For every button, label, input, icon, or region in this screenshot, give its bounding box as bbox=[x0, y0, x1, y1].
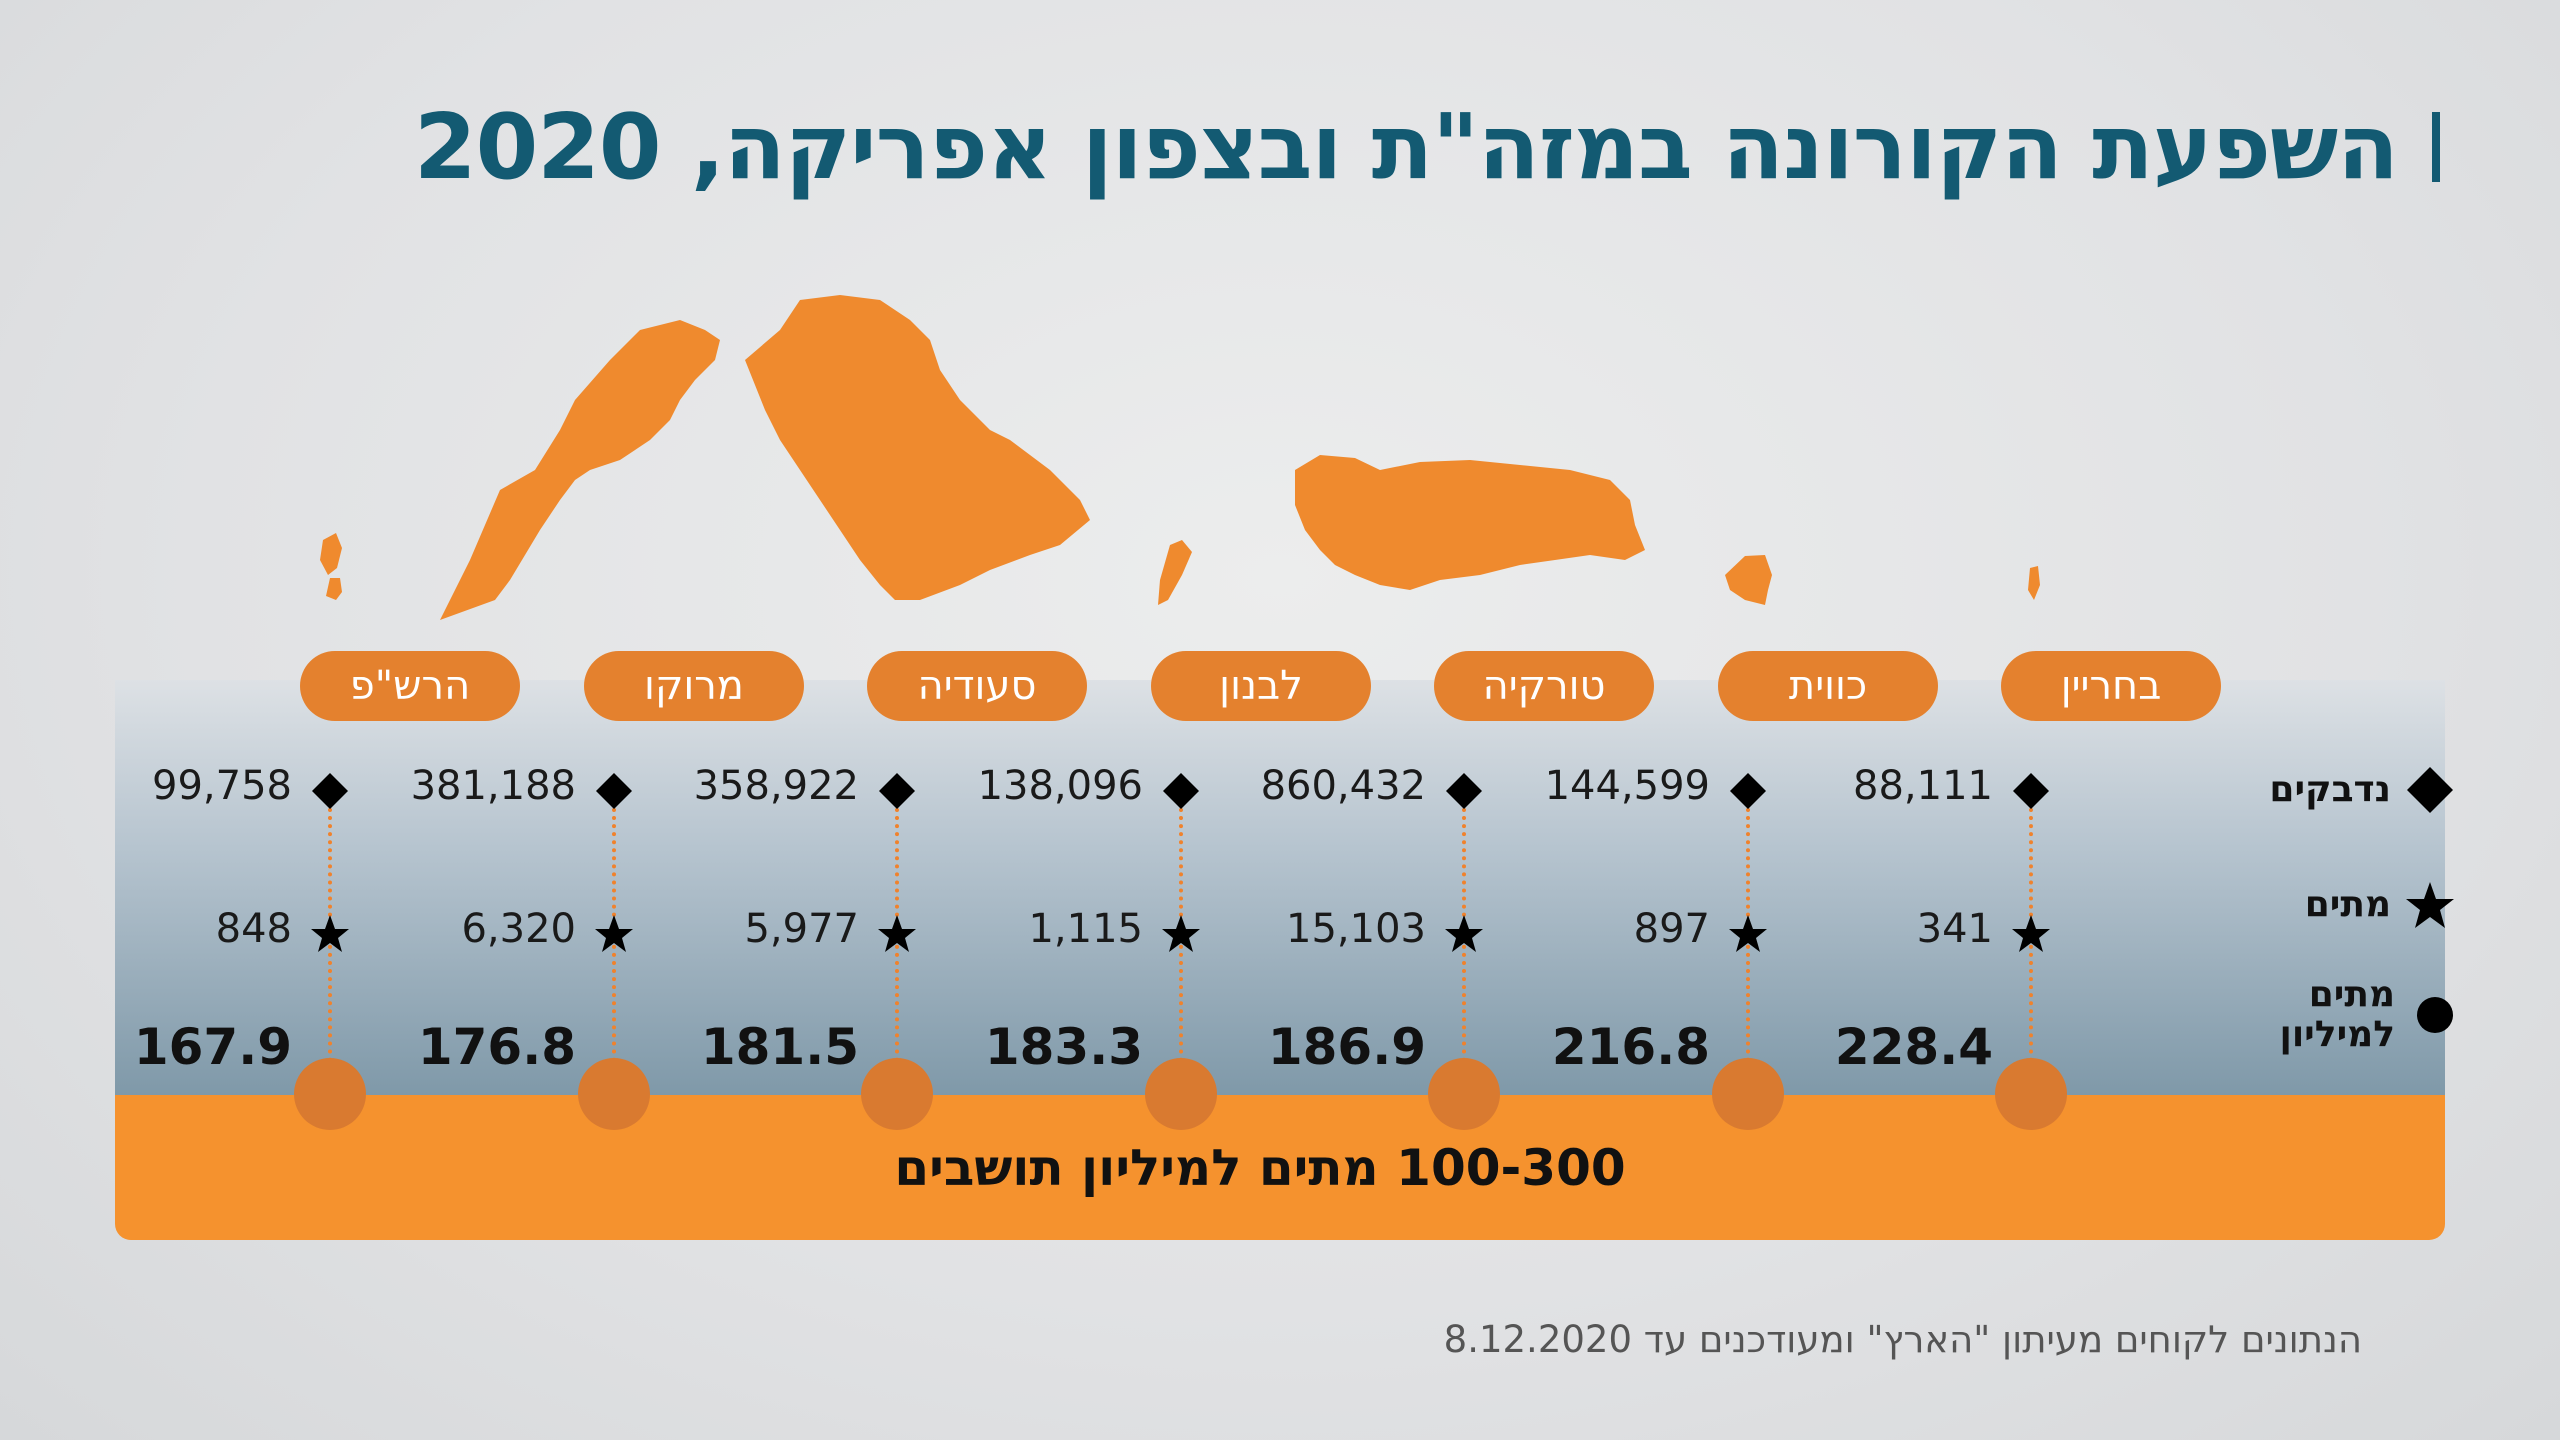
per-million-value: 228.4 bbox=[1834, 1018, 1993, 1076]
per-million-value: 183.3 bbox=[984, 1018, 1143, 1076]
deaths-value: 5,977 bbox=[744, 906, 859, 952]
per-million-marker bbox=[861, 1058, 933, 1130]
deaths-marker bbox=[1729, 915, 1767, 952]
legend-infected-label: נדבקים bbox=[2269, 769, 2391, 810]
deaths-value: 848 bbox=[215, 906, 292, 952]
deaths-value: 6,320 bbox=[461, 906, 576, 952]
infected-value: 138,096 bbox=[977, 763, 1143, 809]
per-million-value: 186.9 bbox=[1267, 1018, 1426, 1076]
per-million-value: 216.8 bbox=[1551, 1018, 1710, 1076]
deaths-marker bbox=[2012, 915, 2050, 952]
infected-value: 144,599 bbox=[1544, 763, 1710, 809]
infected-marker bbox=[312, 773, 348, 809]
page-title: השפעת הקורונה במזה"ת ובצפון אפריקה, 2020 bbox=[414, 92, 2440, 202]
map-morocco bbox=[440, 320, 720, 620]
per-million-marker bbox=[1428, 1058, 1500, 1130]
country-label: לבנון bbox=[1151, 651, 1371, 721]
infected-marker bbox=[1730, 773, 1766, 809]
infected-marker bbox=[1163, 773, 1199, 809]
map-palestine bbox=[320, 533, 342, 600]
deaths-value: 1,115 bbox=[1028, 906, 1143, 952]
legend-per-million-line1: מתים bbox=[2308, 974, 2395, 1015]
circle-icon bbox=[2417, 997, 2453, 1033]
infected-value: 99,758 bbox=[152, 763, 292, 809]
legend-deaths: מתים bbox=[2305, 880, 2455, 930]
legend-per-million-line2: למיליון bbox=[2279, 1014, 2395, 1055]
deaths-marker bbox=[595, 915, 633, 952]
map-lebanon bbox=[1158, 540, 1192, 605]
country-label: מרוקו bbox=[584, 651, 804, 721]
data-panel bbox=[115, 680, 2445, 1100]
infected-value: 88,111 bbox=[1853, 763, 1993, 809]
country-label: טורקיה bbox=[1434, 651, 1654, 721]
deaths-marker bbox=[1162, 915, 1200, 952]
legend-deaths-label: מתים bbox=[2304, 884, 2391, 925]
country-label: כווית bbox=[1718, 651, 1938, 721]
per-million-marker bbox=[578, 1058, 650, 1130]
map-saudi-arabia bbox=[745, 295, 1090, 600]
deaths-marker bbox=[1445, 915, 1483, 952]
infected-value: 381,188 bbox=[410, 763, 576, 809]
range-band-label: 100-300 מתים למיליון תושבים bbox=[894, 1138, 1626, 1197]
per-million-marker bbox=[1712, 1058, 1784, 1130]
infected-value: 860,432 bbox=[1260, 763, 1426, 809]
deaths-value: 341 bbox=[1916, 906, 1993, 952]
country-label: בחריין bbox=[2001, 651, 2221, 721]
deaths-marker bbox=[878, 915, 916, 952]
legend-per-million-label: מתים למיליון bbox=[2279, 975, 2395, 1055]
per-million-value: 167.9 bbox=[133, 1018, 292, 1076]
country-label: סעודיה bbox=[867, 651, 1087, 721]
map-bahrain bbox=[2028, 566, 2040, 600]
star-icon bbox=[2406, 882, 2454, 928]
infected-value: 358,922 bbox=[693, 763, 859, 809]
source-note: הנתונים לקוחים מעיתון "הארץ" ומעודכנים ע… bbox=[1443, 1318, 2362, 1361]
title-text: השפעת הקורונה במזה"ת ובצפון אפריקה, 2020 bbox=[413, 94, 2399, 200]
deaths-marker bbox=[311, 915, 349, 952]
per-million-marker bbox=[1995, 1058, 2067, 1130]
legend-infected: נדבקים bbox=[2269, 765, 2455, 815]
legend-per-million: מתים למיליון bbox=[2279, 975, 2455, 1055]
deaths-value: 15,103 bbox=[1286, 906, 1426, 952]
infected-marker bbox=[596, 773, 632, 809]
per-million-marker bbox=[294, 1058, 366, 1130]
map-turkey bbox=[1295, 455, 1645, 590]
deaths-value: 897 bbox=[1633, 906, 1710, 952]
range-band: 100-300 מתים למיליון תושבים bbox=[115, 1095, 2445, 1240]
country-label: הרש"פ bbox=[300, 651, 520, 721]
title-accent-bar bbox=[2432, 112, 2440, 182]
infected-marker bbox=[879, 773, 915, 809]
map-kuwait bbox=[1725, 555, 1772, 605]
per-million-value: 181.5 bbox=[700, 1018, 859, 1076]
country-maps bbox=[320, 295, 2040, 620]
diamond-icon bbox=[2407, 767, 2453, 813]
per-million-marker bbox=[1145, 1058, 1217, 1130]
infected-marker bbox=[1446, 773, 1482, 809]
infected-marker bbox=[2013, 773, 2049, 809]
per-million-value: 176.8 bbox=[417, 1018, 576, 1076]
